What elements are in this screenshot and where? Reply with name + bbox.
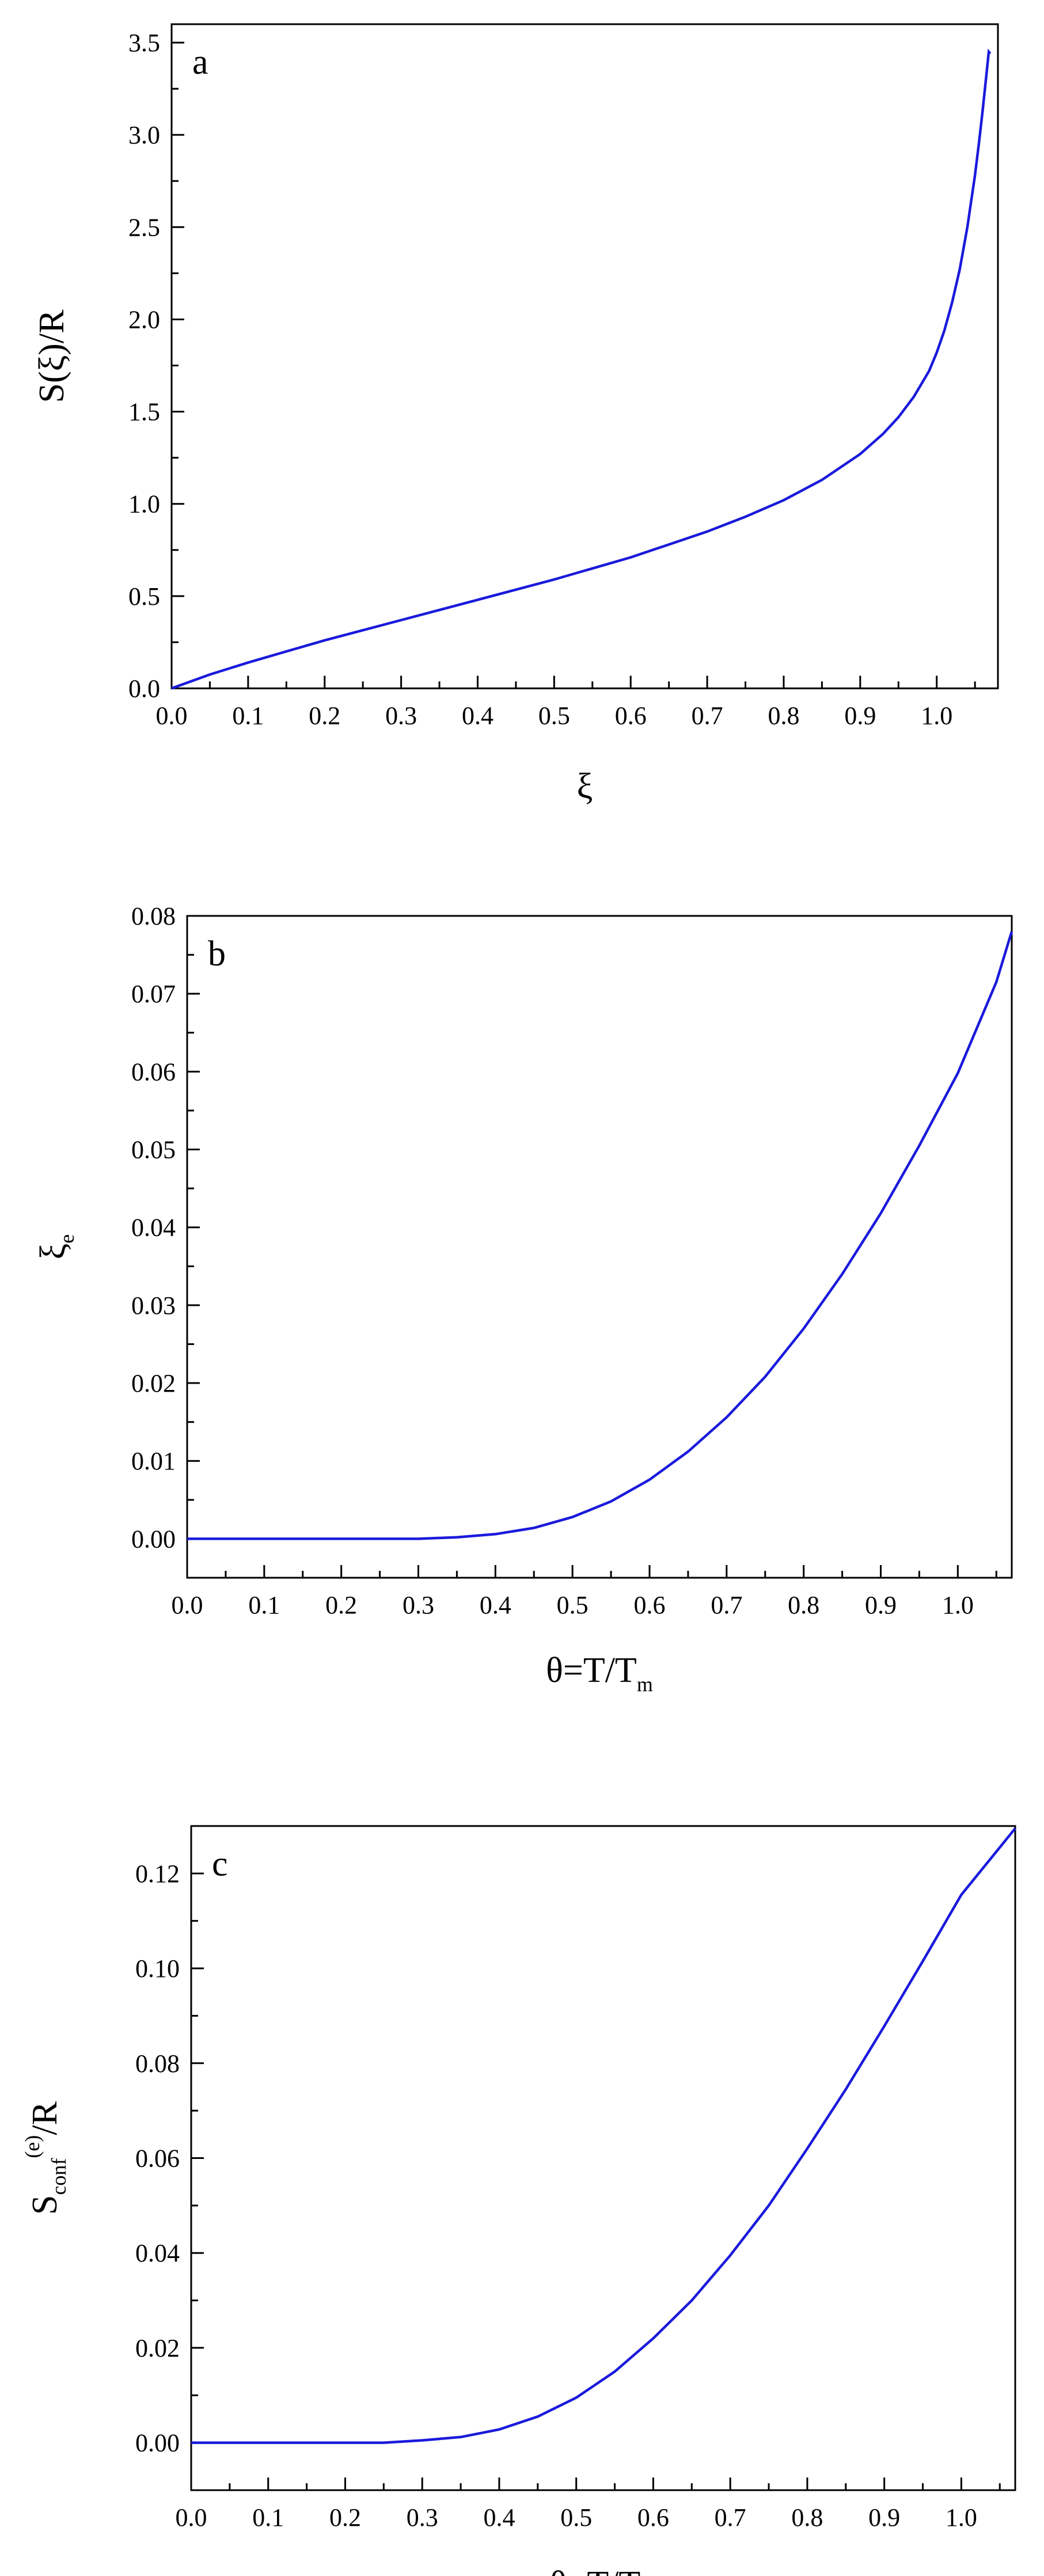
- chart-b-x-axis-title: θ=T/Tm: [546, 1651, 653, 1696]
- chart-b-y-tick-label: 0.03: [131, 1291, 176, 1320]
- chart-b-x-tick-label: 0.5: [557, 1591, 589, 1619]
- chart-a-y-tick-label: 0.5: [128, 582, 160, 611]
- chart-a-x-tick-label: 0.9: [844, 702, 876, 730]
- chart-a-x-tick-label: 0.5: [538, 702, 570, 730]
- chart-c-x-tick-label: 0.6: [637, 2503, 669, 2532]
- chart-c-y-axis-title: Sconf(e)/R: [21, 2101, 70, 2215]
- chart-b-y-tick-label: 0.02: [131, 1369, 176, 1397]
- chart-c-x-tick-label: 0.0: [176, 2503, 207, 2532]
- chart-a-x-tick-label: 0.8: [768, 702, 799, 730]
- chart-c-x-tick-label: 0.9: [868, 2503, 900, 2532]
- chart-c-x-tick-label: 0.2: [329, 2503, 361, 2532]
- chart-b-x-tick-label: 1.0: [942, 1591, 974, 1619]
- chart-b-x-tick-label: 0.7: [711, 1591, 742, 1619]
- chart-b-x-tick-label: 0.1: [248, 1591, 280, 1619]
- chart-b-x-tick-label: 0.9: [865, 1591, 897, 1619]
- chart-c-x-tick-label: 0.4: [483, 2503, 515, 2532]
- chart-a-series-line: [171, 48, 992, 690]
- chart-c-y-tick-label: 0.06: [135, 2145, 180, 2173]
- chart-b-y-tick-label: 0.00: [131, 1525, 176, 1553]
- chart-b-x-tick-label: 0.8: [788, 1591, 819, 1619]
- chart-c-x-axis-title: θ=T/Tm: [550, 2564, 657, 2576]
- chart-c-y-tick-label: 0.00: [135, 2429, 180, 2457]
- chart-c-y-tick-label: 0.08: [135, 2050, 180, 2078]
- chart-a-panel-label: a: [192, 43, 208, 82]
- chart-a-x-tick-label: 0.3: [385, 702, 417, 730]
- chart-c-x-tick-label: 0.5: [560, 2503, 592, 2532]
- chart-a-plot-frame: [170, 23, 999, 690]
- chart-b-x-tick-label: 0.2: [325, 1591, 357, 1619]
- chart-c-x-tick-label: 0.7: [715, 2503, 746, 2532]
- chart-a-y-tick-label: 1.5: [128, 398, 160, 426]
- chart-b-x-tick-label: 0.0: [172, 1591, 203, 1619]
- chart-c-y-tick-label: 0.04: [135, 2239, 180, 2267]
- chart-a-x-tick-label: 0.6: [615, 702, 647, 730]
- chart-a-x-tick-label: 0.0: [156, 702, 188, 730]
- chart-b-x-tick-label: 0.3: [403, 1591, 434, 1619]
- chart-a-x-tick-label: 0.2: [309, 702, 340, 730]
- chart-b-y-axis-title: ξe: [33, 1234, 78, 1260]
- chart-a-y-tick-label: 3.0: [128, 121, 160, 149]
- chart-a-y-tick-label: 2.5: [128, 213, 160, 241]
- chart-c: 0.0 0.1 0.2 0.3 0.4 0.5 0.6 0.7 0.8 0.9 1.0 0.00 0.0…: [21, 1825, 1016, 2576]
- chart-a-x-tick-label: 0.7: [692, 702, 723, 730]
- chart-b-x-tick-label: 0.6: [633, 1591, 665, 1619]
- chart-a-x-tick-label: 0.4: [462, 702, 493, 730]
- chart-b-y-tick-label: 0.08: [131, 902, 176, 930]
- chart-a-y-tick-label: 0.0: [128, 675, 160, 703]
- chart-c-series-line: [191, 1827, 1016, 2444]
- chart-c-x-tick-label: 1.0: [946, 2503, 977, 2532]
- chart-b-plot-frame: [186, 915, 1013, 1579]
- chart-c-x-tick-label: 0.3: [407, 2503, 438, 2532]
- chart-a-y-tick-label: 2.0: [128, 305, 160, 334]
- chart-a: 0.0 0.1 0.2 0.3 0.4 0.5 0.6 0.7 0.8 0.9 1.0 0.0 0.5 1…: [32, 23, 999, 806]
- chart-b-y-tick-label: 0.04: [131, 1214, 176, 1242]
- chart-a-x-axis-title: ξ: [577, 767, 593, 806]
- chart-c-x-tick-label: 0.8: [791, 2503, 823, 2532]
- chart-a-y-tick-label: 3.5: [128, 29, 160, 57]
- chart-a-x-tick-label: 1.0: [921, 702, 952, 730]
- chart-c-panel-label: c: [212, 1844, 228, 1884]
- chart-b-y-tick-label: 0.06: [131, 1058, 176, 1086]
- chart-b-x-tick-label: 0.4: [480, 1591, 511, 1619]
- chart-c-y-tick-label: 0.02: [135, 2334, 180, 2362]
- chart-b-panel-label: b: [208, 934, 226, 973]
- chart-b-y-tick-label: 0.07: [131, 980, 176, 1008]
- chart-b-y-tick-label: 0.05: [131, 1136, 176, 1164]
- chart-c-y-tick-label: 0.12: [135, 1859, 180, 1888]
- chart-b-series-line: [187, 931, 1013, 1540]
- chart-b-y-tick-label: 0.01: [131, 1447, 176, 1475]
- chart-c-plot-frame: [190, 1825, 1016, 2491]
- chart-b: 0.0 0.1 0.2 0.3 0.4 0.5 0.6 0.7 0.8 0.9 1.0 0.00 0.0…: [33, 902, 1013, 1696]
- chart-a-y-axis-title: S(ξ)/R: [32, 309, 71, 403]
- chart-c-x-tick-label: 0.1: [252, 2503, 284, 2532]
- chart-c-y-tick-label: 0.10: [135, 1954, 180, 1983]
- chart-a-y-tick-label: 1.0: [128, 490, 160, 518]
- chart-a-x-tick-label: 0.1: [232, 702, 264, 730]
